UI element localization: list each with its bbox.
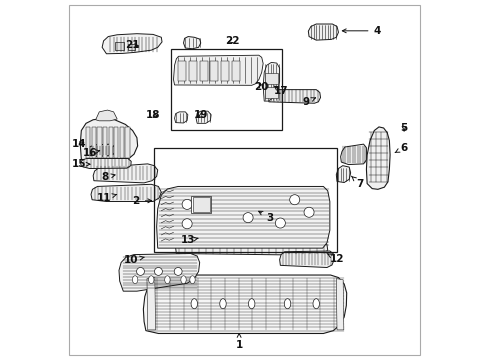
Ellipse shape: [189, 276, 195, 284]
Ellipse shape: [191, 299, 197, 309]
Text: 14: 14: [71, 139, 86, 149]
Bar: [86, 127, 90, 158]
Text: 19: 19: [194, 111, 208, 121]
Polygon shape: [156, 186, 329, 248]
Circle shape: [304, 207, 313, 217]
Ellipse shape: [312, 299, 319, 309]
Bar: [199, 61, 207, 81]
Text: 11: 11: [97, 193, 117, 203]
Polygon shape: [196, 111, 211, 123]
Text: 13: 13: [180, 235, 198, 245]
Bar: [188, 61, 196, 81]
Text: 2: 2: [132, 196, 151, 206]
Polygon shape: [143, 275, 346, 333]
Bar: [128, 44, 135, 50]
Polygon shape: [91, 184, 161, 202]
Text: 17: 17: [273, 86, 288, 96]
Bar: [154, 148, 336, 252]
Text: 6: 6: [394, 143, 407, 153]
Ellipse shape: [181, 276, 186, 284]
Circle shape: [174, 267, 182, 275]
Polygon shape: [183, 37, 201, 49]
Polygon shape: [279, 251, 333, 267]
Circle shape: [289, 195, 299, 205]
Ellipse shape: [219, 299, 226, 309]
Text: 9: 9: [302, 97, 315, 107]
Bar: [178, 61, 185, 81]
Circle shape: [154, 267, 162, 275]
Text: 20: 20: [254, 82, 268, 93]
Circle shape: [243, 213, 253, 223]
Polygon shape: [175, 242, 327, 255]
Bar: [192, 197, 210, 212]
Text: 1: 1: [235, 333, 242, 350]
Ellipse shape: [248, 299, 254, 309]
Text: 16: 16: [82, 148, 100, 158]
Polygon shape: [308, 24, 338, 40]
Ellipse shape: [148, 276, 154, 284]
Ellipse shape: [164, 276, 170, 284]
Bar: [102, 127, 107, 158]
Bar: [91, 127, 96, 158]
Circle shape: [275, 218, 285, 228]
Polygon shape: [336, 279, 343, 330]
Text: 22: 22: [224, 36, 239, 46]
Polygon shape: [147, 278, 155, 330]
Polygon shape: [93, 164, 158, 183]
Text: 3: 3: [258, 211, 273, 222]
Bar: [210, 61, 218, 81]
Text: 12: 12: [326, 253, 344, 264]
Bar: [114, 127, 118, 158]
Bar: [231, 61, 239, 81]
Bar: [265, 73, 278, 84]
Bar: [125, 127, 129, 158]
Text: 18: 18: [145, 111, 160, 121]
Circle shape: [136, 267, 144, 275]
Text: 8: 8: [101, 172, 115, 183]
Circle shape: [182, 219, 192, 229]
Bar: [191, 196, 211, 213]
Text: 21: 21: [125, 40, 140, 50]
Text: 15: 15: [71, 159, 90, 169]
Polygon shape: [174, 112, 187, 123]
Polygon shape: [96, 110, 117, 121]
Text: 7: 7: [351, 176, 363, 189]
Polygon shape: [336, 166, 350, 183]
Bar: [115, 42, 123, 50]
Polygon shape: [119, 253, 199, 291]
Bar: [171, 49, 282, 130]
Bar: [97, 127, 102, 158]
Text: 10: 10: [124, 255, 144, 265]
Bar: [221, 61, 228, 81]
Polygon shape: [263, 62, 279, 101]
Circle shape: [182, 199, 192, 210]
Polygon shape: [340, 144, 366, 165]
Polygon shape: [81, 158, 131, 168]
Bar: [120, 127, 124, 158]
Ellipse shape: [284, 299, 290, 309]
Text: 4: 4: [342, 26, 380, 36]
Bar: [265, 87, 278, 98]
Polygon shape: [102, 34, 162, 54]
Polygon shape: [366, 127, 389, 189]
Polygon shape: [80, 118, 137, 163]
Polygon shape: [87, 144, 115, 156]
Text: 5: 5: [400, 123, 407, 133]
Polygon shape: [173, 55, 263, 85]
Polygon shape: [267, 90, 320, 103]
Ellipse shape: [132, 276, 138, 284]
Bar: [108, 127, 113, 158]
